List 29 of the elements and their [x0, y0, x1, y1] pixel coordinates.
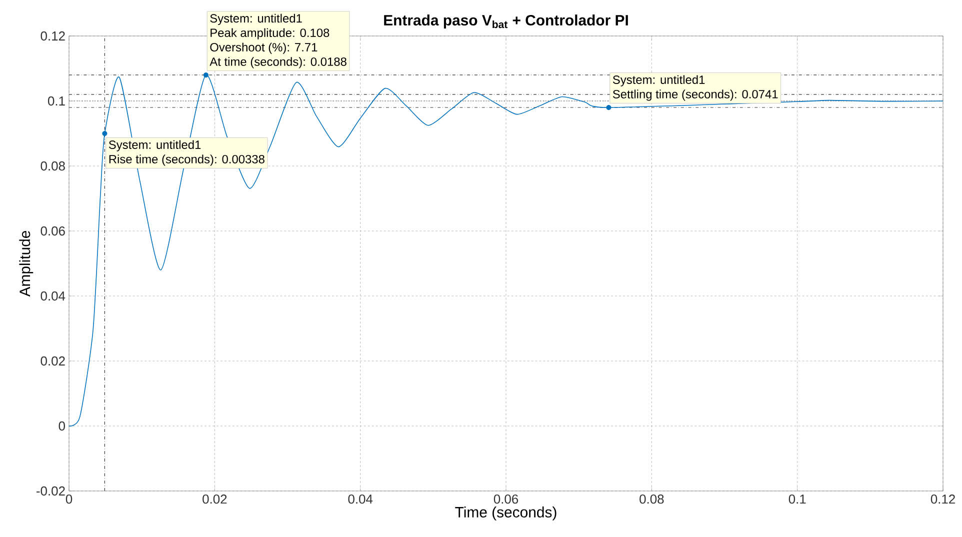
- chart-title: Entrada paso V$_{bat}$ + Controlador PI: [384, 14, 628, 28]
- y-axis-title: Amplitude: [19, 230, 34, 297]
- x-tick-label: 0: [66, 494, 72, 504]
- annotation: Overshoot (%): 7.71: [210, 42, 318, 54]
- y-tick-label: -0.02: [36, 486, 65, 496]
- annotation: At time (seconds): 0.0188: [210, 57, 346, 68]
- y-tick-label: 0.1: [48, 96, 65, 106]
- point: [606, 104, 612, 110]
- annotation: Peak amplitude: 0.108: [210, 28, 330, 40]
- point: [203, 72, 208, 78]
- x-tick-label: 0.02: [202, 494, 227, 504]
- x-tick-label: 0.04: [348, 494, 373, 504]
- text: System: untitled1: [210, 14, 302, 25]
- annotation: Settling time (seconds): 0.0741: [612, 90, 778, 101]
- y-tick-label: 0.08: [40, 161, 65, 171]
- y-tick-label: 0.04: [40, 291, 66, 301]
- y-tick-label: 0: [58, 421, 65, 431]
- annotation: System: untitled1: [612, 75, 705, 86]
- x-tick-label: 0.1: [788, 494, 806, 504]
- annotation: Rise time (seconds): 0.00338: [109, 154, 264, 166]
- y-tick-label: 0.02: [40, 356, 65, 366]
- point: [102, 130, 108, 136]
- x-tick-label: 0.12: [930, 494, 955, 504]
- annotation: System: untitled1: [108, 140, 201, 152]
- x-tick-label: 0.08: [640, 494, 664, 504]
- x-axis-title: Time (seconds): [455, 506, 556, 520]
- y-tick-label: 0.06: [40, 226, 65, 236]
- y-tick-label: 0.12: [40, 31, 65, 41]
- x-tick-label: 0.06: [494, 494, 518, 504]
